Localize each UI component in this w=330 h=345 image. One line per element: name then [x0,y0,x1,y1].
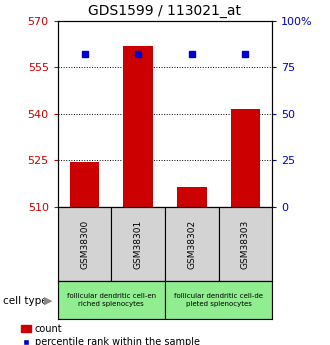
Text: GSM38301: GSM38301 [134,219,143,269]
Title: GDS1599 / 113021_at: GDS1599 / 113021_at [88,4,242,18]
Legend: count, percentile rank within the sample: count, percentile rank within the sample [21,324,200,345]
Text: follicular dendritic cell-de
pleted splenocytes: follicular dendritic cell-de pleted sple… [174,293,263,307]
Bar [165,281,272,319]
Text: GSM38300: GSM38300 [80,219,89,269]
Bar [58,281,165,319]
Text: follicular dendritic cell-en
riched splenocytes: follicular dendritic cell-en riched sple… [67,293,156,307]
Text: ▶: ▶ [44,296,52,306]
Bar [231,109,260,207]
Bar [58,207,112,281]
Text: GSM38303: GSM38303 [241,219,250,269]
Bar [165,207,218,281]
Bar [218,207,272,281]
Bar [112,207,165,281]
Bar [177,187,207,207]
Text: GSM38302: GSM38302 [187,219,196,269]
Text: cell type: cell type [3,296,48,306]
Bar [70,162,99,207]
Bar [123,46,153,207]
